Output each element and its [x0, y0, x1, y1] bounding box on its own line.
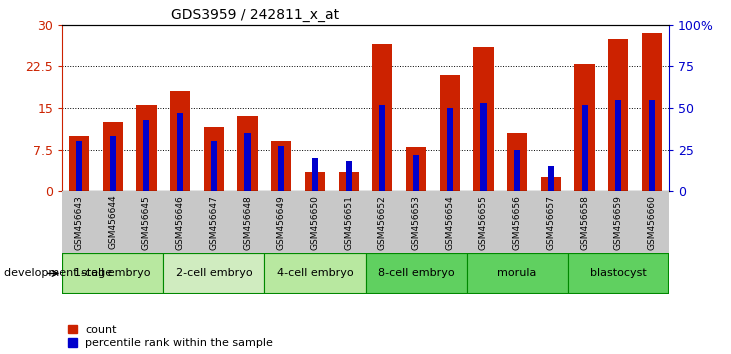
Bar	[366, 253, 466, 294]
Text: GSM456644: GSM456644	[108, 195, 117, 250]
Bar	[211, 141, 217, 191]
Bar	[568, 253, 669, 294]
Bar	[238, 116, 257, 191]
Text: GSM456656: GSM456656	[512, 195, 522, 250]
Text: GSM456657: GSM456657	[546, 195, 556, 250]
Legend: count, percentile rank within the sample: count, percentile rank within the sample	[68, 325, 273, 348]
Text: GSM456643: GSM456643	[75, 195, 83, 250]
Bar	[439, 75, 460, 191]
Text: GSM456652: GSM456652	[378, 195, 387, 250]
Bar	[616, 99, 621, 191]
Bar	[514, 149, 520, 191]
Text: GSM456648: GSM456648	[243, 195, 252, 250]
Text: GDS3959 / 242811_x_at: GDS3959 / 242811_x_at	[171, 8, 339, 22]
Bar	[110, 136, 115, 191]
Text: GSM456647: GSM456647	[209, 195, 219, 250]
Bar	[582, 105, 588, 191]
Bar	[177, 113, 183, 191]
Text: GSM456659: GSM456659	[614, 195, 623, 250]
Bar	[265, 253, 366, 294]
Bar	[62, 253, 163, 294]
Bar	[548, 166, 554, 191]
Bar	[305, 172, 325, 191]
Text: GSM456660: GSM456660	[648, 195, 656, 250]
Bar	[76, 141, 82, 191]
Bar	[338, 172, 359, 191]
Text: development stage: development stage	[4, 268, 112, 279]
Bar	[136, 105, 156, 191]
Bar	[69, 136, 89, 191]
Bar	[244, 133, 251, 191]
Bar	[608, 39, 629, 191]
Bar	[575, 64, 595, 191]
Bar	[204, 127, 224, 191]
Bar	[406, 147, 426, 191]
Bar	[143, 120, 149, 191]
Bar	[541, 177, 561, 191]
Bar	[312, 158, 318, 191]
Text: 1-cell embryo: 1-cell embryo	[75, 268, 151, 279]
Text: 2-cell embryo: 2-cell embryo	[175, 268, 252, 279]
Bar	[271, 141, 292, 191]
Bar	[413, 155, 419, 191]
Text: blastocyst: blastocyst	[590, 268, 647, 279]
Text: GSM456658: GSM456658	[580, 195, 589, 250]
Text: GSM456645: GSM456645	[142, 195, 151, 250]
Bar	[346, 161, 352, 191]
Bar	[163, 253, 265, 294]
Text: GSM456653: GSM456653	[412, 195, 420, 250]
Bar	[466, 253, 568, 294]
Text: GSM456651: GSM456651	[344, 195, 353, 250]
Text: GSM456649: GSM456649	[277, 195, 286, 250]
Text: GSM456655: GSM456655	[479, 195, 488, 250]
Bar	[649, 99, 655, 191]
Text: GSM456654: GSM456654	[445, 195, 454, 250]
Bar	[507, 133, 527, 191]
Bar	[480, 103, 487, 191]
Bar	[170, 91, 190, 191]
Text: 8-cell embryo: 8-cell embryo	[378, 268, 455, 279]
Text: GSM456650: GSM456650	[311, 195, 319, 250]
Bar	[102, 122, 123, 191]
Text: GSM456646: GSM456646	[175, 195, 185, 250]
Bar	[642, 33, 662, 191]
Bar	[447, 108, 452, 191]
Bar	[372, 44, 393, 191]
Bar	[279, 146, 284, 191]
Bar	[474, 47, 493, 191]
Text: morula: morula	[498, 268, 537, 279]
Text: 4-cell embryo: 4-cell embryo	[276, 268, 353, 279]
Bar	[379, 105, 385, 191]
